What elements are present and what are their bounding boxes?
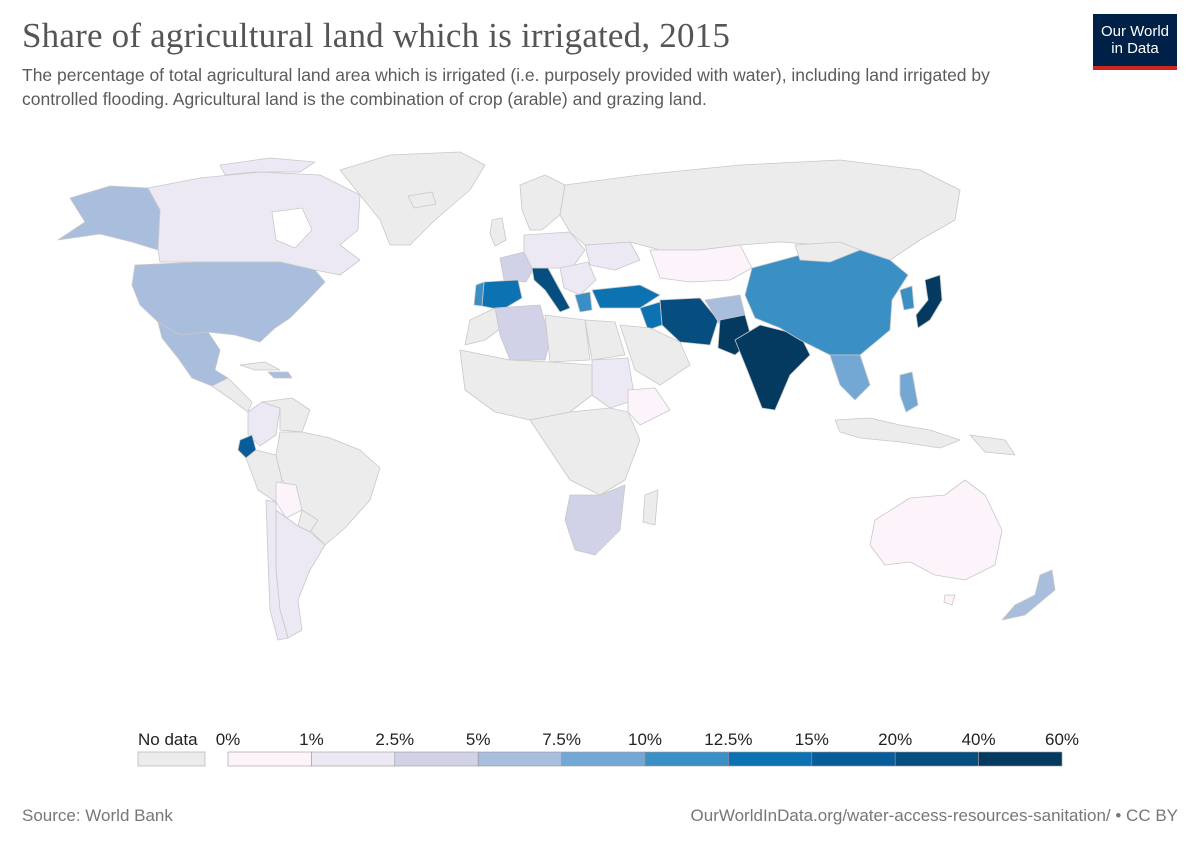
- legend-bin-swatch[interactable]: [644, 751, 729, 767]
- region-greece[interactable]: [574, 291, 593, 313]
- legend-no-data-label: No data: [138, 730, 198, 749]
- region-canada[interactable]: [147, 171, 361, 276]
- region-ukraine[interactable]: [584, 241, 641, 271]
- region-new-zealand[interactable]: [1001, 569, 1056, 621]
- legend-bin-label: 10%: [628, 730, 662, 749]
- logo-red-bar: [1093, 66, 1177, 70]
- logo-line-2: in Data: [1111, 40, 1159, 57]
- region-kazakhstan[interactable]: [649, 244, 753, 283]
- owid-logo[interactable]: Our World in Data: [1093, 14, 1177, 70]
- region-mongolia[interactable]: [794, 241, 861, 263]
- region-alaska[interactable]: [57, 185, 161, 251]
- legend-bin-swatch[interactable]: [227, 751, 312, 767]
- region-canada-arctic[interactable]: [219, 157, 316, 176]
- region-morocco[interactable]: [464, 307, 506, 346]
- region-southeast-asia[interactable]: [829, 354, 871, 401]
- region-india[interactable]: [734, 324, 811, 411]
- region-uk[interactable]: [489, 217, 507, 247]
- legend-bin-label: 2.5%: [375, 730, 414, 749]
- legend-bin-swatch[interactable]: [894, 751, 979, 767]
- chart-title: Share of agricultural land which is irri…: [22, 16, 731, 55]
- chart-subtitle: The percentage of total agricultural lan…: [22, 65, 990, 109]
- region-southern-africa[interactable]: [564, 484, 626, 556]
- legend-end-label: 60%: [1045, 730, 1079, 749]
- region-indonesia[interactable]: [834, 417, 961, 449]
- legend-bin-label: 20%: [878, 730, 912, 749]
- region-algeria[interactable]: [494, 304, 551, 361]
- legend-no-data-swatch[interactable]: [137, 751, 206, 767]
- region-italy[interactable]: [531, 267, 571, 313]
- region-japan[interactable]: [915, 274, 943, 329]
- legend-bin-swatch[interactable]: [978, 751, 1063, 767]
- region-cuba[interactable]: [239, 361, 281, 371]
- legend-bin-label: 1%: [299, 730, 324, 749]
- footer-url[interactable]: OurWorldInData.org/water-access-resource…: [690, 806, 1178, 825]
- legend-bin-swatch[interactable]: [477, 751, 562, 767]
- region-tasmania[interactable]: [943, 594, 956, 606]
- region-egypt[interactable]: [584, 319, 626, 361]
- region-australia[interactable]: [869, 479, 1003, 581]
- region-balkans[interactable]: [559, 261, 597, 296]
- logo-line-1: Our World: [1100, 23, 1170, 40]
- legend-bin-swatch[interactable]: [561, 751, 646, 767]
- region-papua[interactable]: [969, 434, 1016, 456]
- legend-bin-label: 12.5%: [704, 730, 752, 749]
- region-france[interactable]: [499, 251, 535, 283]
- region-iraq[interactable]: [639, 301, 663, 331]
- region-central-america[interactable]: [211, 377, 253, 413]
- region-central-africa[interactable]: [529, 407, 641, 496]
- region-caribbean[interactable]: [267, 371, 293, 379]
- legend-bin-label: 15%: [795, 730, 829, 749]
- region-korea[interactable]: [899, 285, 915, 311]
- region-saudi-arabia[interactable]: [619, 324, 691, 386]
- region-ethiopia[interactable]: [627, 387, 671, 426]
- region-spain[interactable]: [481, 279, 523, 311]
- legend-bin-swatch[interactable]: [811, 751, 896, 767]
- region-scandinavia[interactable]: [519, 174, 566, 231]
- region-chile[interactable]: [265, 499, 289, 641]
- legend-bin-label: 0%: [216, 730, 241, 749]
- region-philippines[interactable]: [899, 371, 919, 413]
- legend-bin-swatch[interactable]: [311, 751, 396, 767]
- region-brazil[interactable]: [275, 431, 381, 546]
- legend-bin-label: 40%: [962, 730, 996, 749]
- region-iceland[interactable]: [407, 191, 437, 209]
- region-west-africa[interactable]: [459, 349, 593, 421]
- legend-bin-swatch[interactable]: [728, 751, 813, 767]
- region-hudson-bay: [271, 207, 313, 249]
- legend-bin-label: 5%: [466, 730, 491, 749]
- region-usa[interactable]: [131, 261, 326, 343]
- legend-bin-swatch[interactable]: [394, 751, 479, 767]
- source-note: Source: World Bank: [22, 806, 173, 825]
- region-libya[interactable]: [544, 314, 591, 363]
- region-china[interactable]: [744, 249, 909, 356]
- world-map[interactable]: [40, 150, 1080, 660]
- legend-bin-label: 7.5%: [542, 730, 581, 749]
- region-portugal[interactable]: [473, 281, 485, 307]
- region-turkey[interactable]: [591, 284, 661, 309]
- region-bolivia[interactable]: [275, 481, 303, 519]
- region-madagascar[interactable]: [642, 489, 659, 526]
